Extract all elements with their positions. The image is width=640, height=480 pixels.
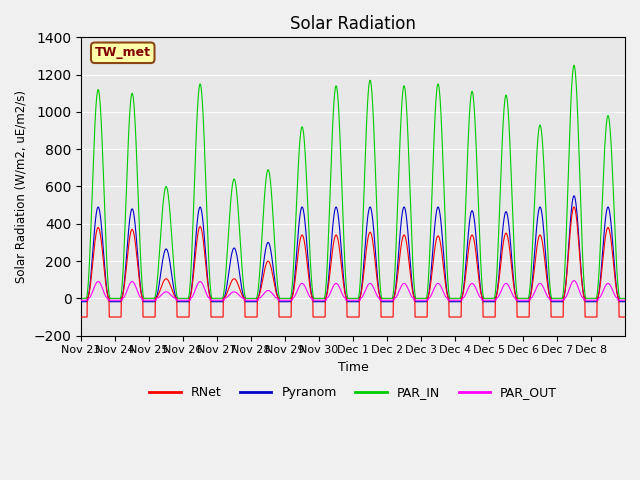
Legend: RNet, Pyranom, PAR_IN, PAR_OUT: RNet, Pyranom, PAR_IN, PAR_OUT xyxy=(144,381,562,404)
Title: Solar Radiation: Solar Radiation xyxy=(290,15,416,33)
Text: TW_met: TW_met xyxy=(95,46,151,60)
Y-axis label: Solar Radiation (W/m2, uE/m2/s): Solar Radiation (W/m2, uE/m2/s) xyxy=(15,90,28,283)
X-axis label: Time: Time xyxy=(338,361,369,374)
